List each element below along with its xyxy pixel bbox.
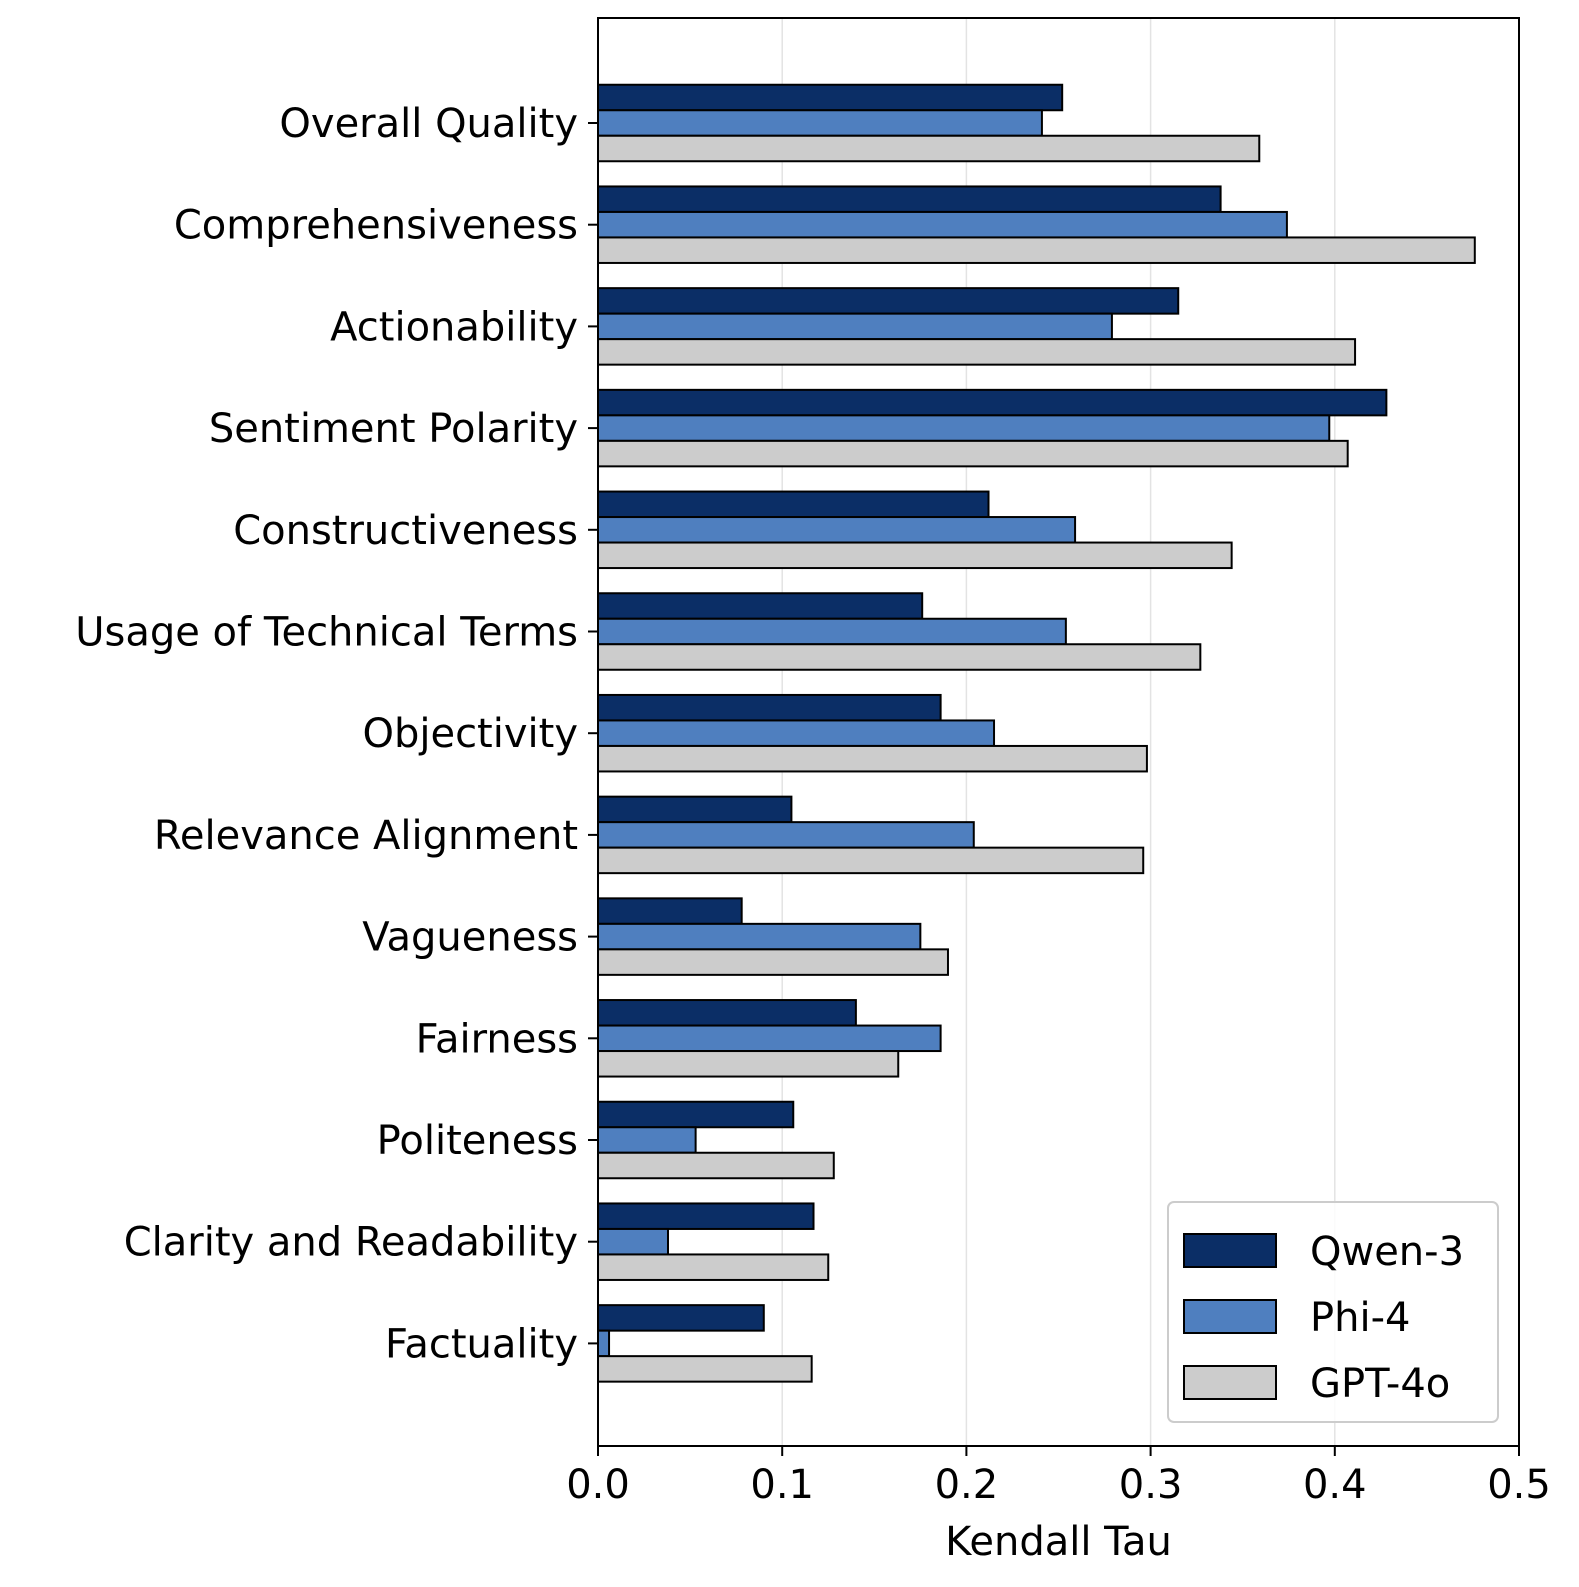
bars <box>597 83 1476 1383</box>
legend-label: GPT-4o <box>1310 1361 1450 1407</box>
bar-phi-4 <box>597 312 1113 341</box>
bar-gpt-4o <box>597 643 1202 671</box>
x-tick-label: 0.0 <box>566 1462 630 1508</box>
legend-label: Phi-4 <box>1310 1295 1410 1341</box>
bar-gpt-4o <box>597 1253 830 1281</box>
y-tick-label: Overall Quality <box>279 101 578 147</box>
bar-phi-4 <box>597 1126 697 1154</box>
bar-qwen-3 <box>597 795 793 824</box>
bar-gpt-4o <box>597 439 1349 468</box>
y-axis-ticks: Overall Quality Comprehensiveness Actionab… <box>75 101 598 1367</box>
plot-frame <box>597 17 1520 1447</box>
bar-phi-4 <box>597 821 975 849</box>
bar-qwen-3 <box>597 287 1180 315</box>
bar-gpt-4o <box>597 1355 813 1383</box>
bar-phi-4 <box>597 922 922 951</box>
x-tick-label: 0.3 <box>1119 1462 1183 1508</box>
bar-gpt-4o <box>597 134 1261 163</box>
bar-qwen-3 <box>597 592 924 620</box>
y-tick-label: Constructiveness <box>233 508 578 554</box>
bar-qwen-3 <box>597 490 990 519</box>
bar-phi-4 <box>597 109 1043 137</box>
legend: Qwen-3 Phi-4 GPT-4o <box>1167 1201 1499 1423</box>
x-axis-label: Kendall Tau <box>945 1519 1172 1565</box>
x-tick-label: 0.1 <box>750 1462 814 1508</box>
bar-gpt-4o <box>597 846 1145 875</box>
y-tick-label: Clarity and Readability <box>124 1220 578 1266</box>
x-axis-ticks: 0.0 0.1 0.2 0.3 0.4 0.5 <box>566 1446 1551 1508</box>
legend-swatch <box>1183 1233 1277 1268</box>
bar-gpt-4o <box>597 1151 835 1180</box>
bar-phi-4 <box>597 210 1288 239</box>
bar-qwen-3 <box>597 1304 765 1332</box>
y-tick-label: Objectivity <box>362 711 578 757</box>
bar-qwen-3 <box>597 83 1064 112</box>
bar-qwen-3 <box>597 388 1388 417</box>
bar-gpt-4o <box>597 541 1233 570</box>
bar-gpt-4o <box>597 236 1476 264</box>
y-tick-label: Usage of Technical Terms <box>75 610 578 656</box>
bar-phi-4 <box>597 1024 942 1053</box>
bar-qwen-3 <box>597 1202 815 1230</box>
bar-qwen-3 <box>597 999 857 1027</box>
y-tick-label: Relevance Alignment <box>154 813 578 859</box>
x-tick-label: 0.5 <box>1487 1462 1551 1508</box>
y-tick-label: Actionability <box>330 304 578 350</box>
bar-gpt-4o <box>597 744 1148 773</box>
bar-phi-4 <box>597 1227 669 1256</box>
bar-gpt-4o <box>597 338 1357 366</box>
x-tick-label: 0.4 <box>1303 1462 1367 1508</box>
legend-swatch <box>1183 1365 1277 1400</box>
bar-phi-4 <box>597 617 1067 646</box>
y-tick-label: Factuality <box>385 1321 578 1367</box>
bar-gpt-4o <box>597 1050 900 1078</box>
y-tick-label: Sentiment Polarity <box>209 406 578 452</box>
bar-phi-4 <box>597 719 996 747</box>
bar-gpt-4o <box>597 948 949 976</box>
legend-label: Qwen-3 <box>1310 1229 1464 1275</box>
x-tick-label: 0.2 <box>935 1462 999 1508</box>
y-tick-label: Politeness <box>377 1118 578 1164</box>
bar-qwen-3 <box>597 1100 795 1129</box>
bar-qwen-3 <box>597 693 942 722</box>
bar-qwen-3 <box>597 185 1222 213</box>
bar-phi-4 <box>597 414 1331 442</box>
legend-swatch <box>1183 1299 1277 1334</box>
y-tick-label: Fairness <box>416 1016 578 1062</box>
bar-phi-4 <box>597 1329 611 1358</box>
bar-qwen-3 <box>597 897 743 925</box>
y-tick-label: Comprehensiveness <box>174 203 578 249</box>
bar-phi-4 <box>597 516 1077 544</box>
y-tick-label: Vagueness <box>362 915 578 961</box>
